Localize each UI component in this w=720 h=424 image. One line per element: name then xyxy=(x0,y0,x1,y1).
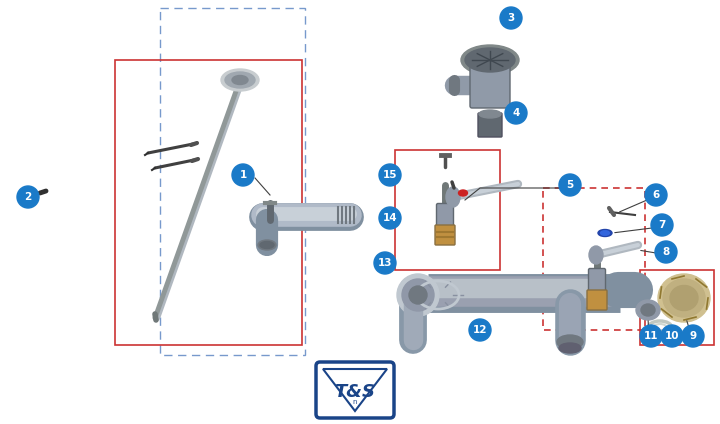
Text: 2: 2 xyxy=(24,192,32,202)
Ellipse shape xyxy=(225,72,255,88)
Ellipse shape xyxy=(409,286,427,304)
Ellipse shape xyxy=(459,190,467,196)
FancyBboxPatch shape xyxy=(436,204,454,229)
Bar xyxy=(160,8,305,355)
Text: 11: 11 xyxy=(644,331,658,341)
Circle shape xyxy=(640,325,662,347)
Circle shape xyxy=(651,214,673,236)
Circle shape xyxy=(559,174,581,196)
Bar xyxy=(543,188,645,330)
Ellipse shape xyxy=(658,274,710,322)
Circle shape xyxy=(682,325,704,347)
Circle shape xyxy=(500,7,522,29)
Ellipse shape xyxy=(258,240,276,250)
FancyBboxPatch shape xyxy=(435,225,455,245)
Circle shape xyxy=(232,164,254,186)
Ellipse shape xyxy=(641,304,655,316)
Ellipse shape xyxy=(670,285,698,310)
Ellipse shape xyxy=(461,45,519,75)
Ellipse shape xyxy=(232,75,248,84)
Text: 9: 9 xyxy=(690,331,696,341)
Ellipse shape xyxy=(260,242,274,248)
Ellipse shape xyxy=(557,335,583,349)
Text: 6: 6 xyxy=(652,190,660,200)
Text: 13: 13 xyxy=(378,258,392,268)
FancyBboxPatch shape xyxy=(316,362,394,418)
Text: n: n xyxy=(353,399,357,405)
Text: 5: 5 xyxy=(567,180,574,190)
Ellipse shape xyxy=(221,69,259,91)
Text: 8: 8 xyxy=(662,247,670,257)
Ellipse shape xyxy=(402,279,434,311)
Ellipse shape xyxy=(465,48,515,72)
Ellipse shape xyxy=(397,274,439,316)
Circle shape xyxy=(655,241,677,263)
Text: 10: 10 xyxy=(665,331,679,341)
Ellipse shape xyxy=(559,343,581,353)
Ellipse shape xyxy=(598,229,612,237)
Ellipse shape xyxy=(446,187,460,207)
Text: 1: 1 xyxy=(239,170,247,180)
Text: 7: 7 xyxy=(658,220,666,230)
FancyBboxPatch shape xyxy=(478,113,502,137)
FancyBboxPatch shape xyxy=(470,66,510,108)
Text: 15: 15 xyxy=(383,170,397,180)
Ellipse shape xyxy=(663,279,705,317)
Text: T&S: T&S xyxy=(335,383,376,401)
Ellipse shape xyxy=(479,110,501,118)
Text: 4: 4 xyxy=(513,108,520,118)
Circle shape xyxy=(17,186,39,208)
FancyBboxPatch shape xyxy=(587,290,607,310)
Ellipse shape xyxy=(589,246,603,264)
Text: 12: 12 xyxy=(473,325,487,335)
Text: 3: 3 xyxy=(508,13,515,23)
Ellipse shape xyxy=(636,300,660,320)
Circle shape xyxy=(505,102,527,124)
Text: 14: 14 xyxy=(383,213,397,223)
Circle shape xyxy=(379,164,401,186)
Circle shape xyxy=(645,184,667,206)
FancyBboxPatch shape xyxy=(588,268,606,293)
Bar xyxy=(640,270,714,345)
Circle shape xyxy=(379,207,401,229)
Circle shape xyxy=(661,325,683,347)
Circle shape xyxy=(374,252,396,274)
Bar xyxy=(395,150,500,270)
Bar xyxy=(115,60,302,345)
Circle shape xyxy=(469,319,491,341)
Ellipse shape xyxy=(600,231,610,235)
